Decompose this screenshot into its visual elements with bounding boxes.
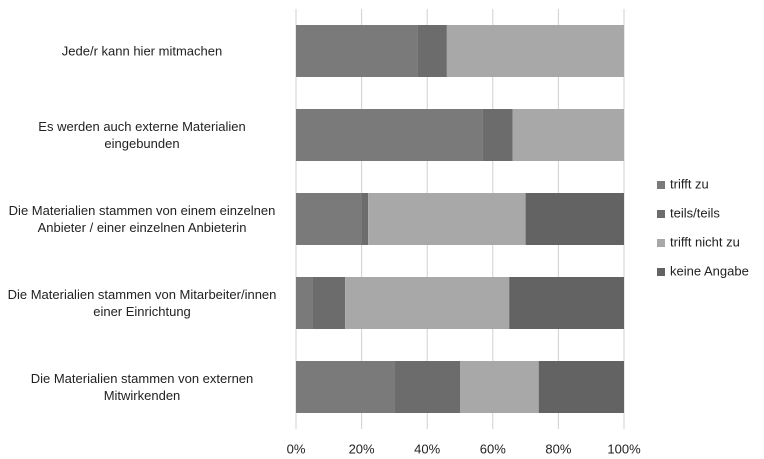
x-tick-label: 60% xyxy=(480,441,506,456)
bar-segment xyxy=(312,277,346,329)
legend-label: teils/teils xyxy=(670,205,720,220)
legend-swatch xyxy=(657,239,665,247)
legend-swatch xyxy=(657,210,665,218)
bar-segment xyxy=(296,109,483,161)
bar-segment xyxy=(538,361,624,413)
bar-segment xyxy=(296,361,395,413)
x-tick-label: 20% xyxy=(349,441,375,456)
bar-segment xyxy=(296,193,362,245)
bar-segment xyxy=(460,361,539,413)
bar-segment xyxy=(417,25,447,77)
y-tick-label: Die Materialien stammen von externen Mit… xyxy=(30,371,254,403)
bar-segment xyxy=(394,361,460,413)
bar-segment xyxy=(512,109,624,161)
legend-label: keine Angabe xyxy=(670,263,749,278)
legend-label: trifft nicht zu xyxy=(670,234,740,249)
y-tick-label: Es werden auch externe Materialien einge… xyxy=(38,119,246,151)
bar-segment xyxy=(368,193,526,245)
bar-segment xyxy=(446,25,624,77)
x-tick-label: 40% xyxy=(414,441,440,456)
bar-segment xyxy=(361,193,369,245)
bar-segment xyxy=(296,277,313,329)
bar-segment xyxy=(482,109,513,161)
bar-segment xyxy=(509,277,624,329)
bar-segment xyxy=(296,25,418,77)
legend-swatch xyxy=(657,268,665,276)
bar-segment xyxy=(345,277,510,329)
legend-swatch xyxy=(657,181,665,189)
y-tick-label: Die Materialien stammen von einem einzel… xyxy=(8,203,276,235)
legend-label: trifft zu xyxy=(670,176,709,191)
x-tick-label: 100% xyxy=(607,441,641,456)
x-tick-label: 0% xyxy=(287,441,306,456)
x-tick-label: 80% xyxy=(545,441,571,456)
y-tick-label: Die Materialien stammen von Mitarbeiter/… xyxy=(7,287,277,319)
bar-segment xyxy=(525,193,624,245)
y-tick-label: Jede/r kann hier mitmachen xyxy=(61,43,223,59)
